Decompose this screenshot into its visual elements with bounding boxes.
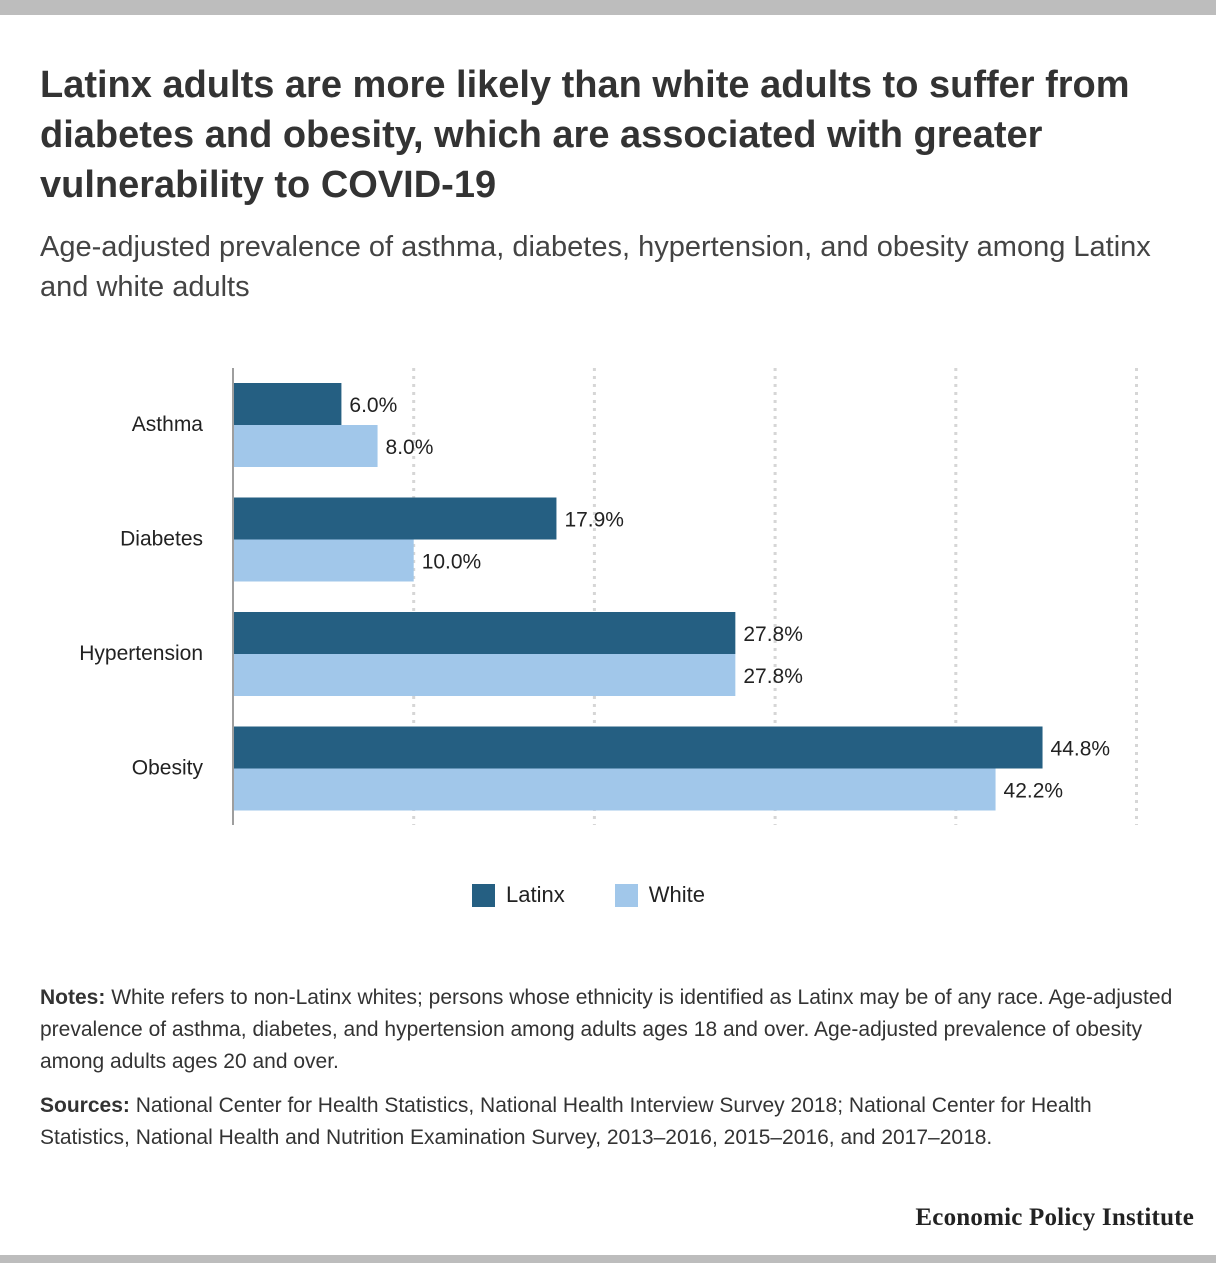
bar-latinx-asthma [233,383,342,425]
legend-item-latinx: Latinx [472,882,565,908]
sources: Sources: National Center for Health Stat… [40,1090,1180,1154]
data-label-latinx-hypertension: 27.8% [743,623,803,646]
bar-white-asthma [233,425,378,467]
bar-white-hypertension [233,654,736,696]
bar-white-diabetes [233,539,414,582]
bar-latinx-diabetes [233,497,557,540]
data-label-latinx-diabetes: 17.9% [564,509,624,532]
notes-text: White refers to non-Latinx whites; perso… [40,986,1173,1073]
data-label-white-asthma: 8.0% [386,436,434,459]
chart-legend: Latinx White [472,878,755,912]
bar-latinx-obesity [233,726,1043,769]
chart-subtitle: Age-adjusted prevalence of asthma, diabe… [40,231,1151,303]
data-label-white-hypertension: 27.8% [743,665,803,688]
legend-label-white: White [648,882,705,907]
notes: Notes: White refers to non-Latinx whites… [40,982,1180,1078]
legend-item-white: White [614,882,705,908]
bar-white-obesity [233,768,996,811]
legend-swatch-latinx [472,883,495,907]
notes-label: Notes: [40,986,106,1009]
bar-latinx-hypertension [233,612,736,654]
data-label-white-obesity: 42.2% [1004,780,1064,803]
chart-title: Latinx adults are more likely than white… [40,64,1130,206]
category-label-hypertension: Hypertension [79,642,203,665]
category-label-asthma: Asthma [132,413,204,436]
category-label-obesity: Obesity [132,757,204,780]
bar-chart: Asthma 6.0% 8.0% Diabetes 17.9% 10.0% Hyperten… [79,368,1138,825]
legend-label-latinx: Latinx [506,882,565,907]
category-label-diabetes: Diabetes [120,528,203,551]
data-label-latinx-asthma: 6.0% [349,394,397,417]
brand-logo-text: Economic Policy Institute [915,1204,1194,1231]
sources-text: National Center for Health Statistics, N… [40,1094,1092,1149]
data-label-latinx-obesity: 44.8% [1051,738,1111,761]
data-label-white-diabetes: 10.0% [422,551,482,574]
bottom-border-bar [0,1255,1216,1263]
top-border-bar [0,0,1216,15]
legend-swatch-white [614,883,638,907]
sources-label: Sources: [40,1094,130,1117]
